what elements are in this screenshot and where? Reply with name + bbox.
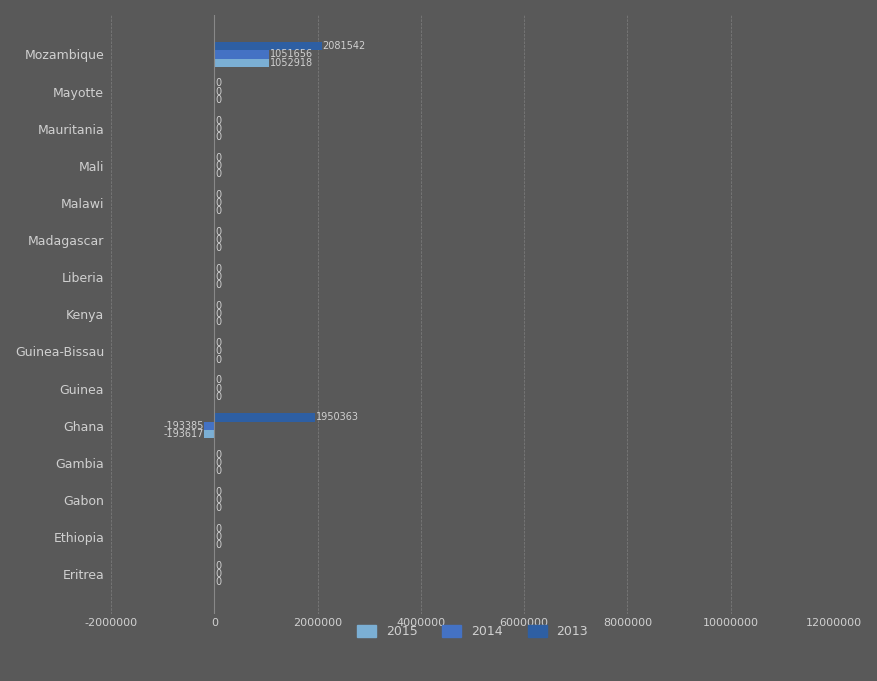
Text: 0: 0 (215, 383, 221, 394)
Text: 0: 0 (215, 338, 221, 348)
Bar (204, 430, 215, 438)
Text: 0: 0 (215, 227, 221, 237)
Text: 0: 0 (215, 161, 221, 171)
Text: 0: 0 (215, 458, 221, 468)
Text: 0: 0 (215, 264, 221, 274)
Text: 0: 0 (215, 132, 221, 142)
Bar (215, 50, 268, 59)
Text: 0: 0 (215, 355, 221, 364)
Text: 0: 0 (215, 301, 221, 311)
Text: 0: 0 (215, 375, 221, 385)
Text: 0: 0 (215, 569, 221, 579)
Bar (215, 413, 315, 422)
Bar (215, 59, 268, 67)
Text: 0: 0 (215, 392, 221, 402)
Text: 0: 0 (215, 243, 221, 253)
Text: 0: 0 (215, 347, 221, 356)
Text: 1052918: 1052918 (269, 58, 313, 67)
Bar (204, 422, 215, 430)
Text: 0: 0 (215, 86, 221, 97)
Text: 0: 0 (215, 198, 221, 208)
Text: 0: 0 (215, 540, 221, 550)
Text: 0: 0 (215, 116, 221, 125)
Text: 2081542: 2081542 (323, 42, 366, 51)
Text: -193385: -193385 (163, 421, 203, 430)
Text: 0: 0 (215, 190, 221, 200)
Bar (215, 42, 322, 50)
Text: -193617: -193617 (163, 429, 203, 439)
Text: 0: 0 (215, 317, 221, 328)
Text: 0: 0 (215, 281, 221, 290)
Text: 0: 0 (215, 466, 221, 476)
Text: 0: 0 (215, 561, 221, 571)
Text: 1051656: 1051656 (269, 50, 312, 59)
Text: 0: 0 (215, 206, 221, 216)
Text: 0: 0 (215, 95, 221, 105)
Text: 0: 0 (215, 503, 221, 513)
Text: 0: 0 (215, 153, 221, 163)
Text: 0: 0 (215, 169, 221, 179)
Text: 0: 0 (215, 495, 221, 505)
Text: 0: 0 (215, 487, 221, 496)
Text: 0: 0 (215, 577, 221, 587)
Legend: 2015, 2014, 2013: 2015, 2014, 2013 (352, 620, 593, 644)
Text: 0: 0 (215, 272, 221, 282)
Text: 0: 0 (215, 532, 221, 542)
Text: 0: 0 (215, 78, 221, 89)
Text: 0: 0 (215, 309, 221, 319)
Text: 0: 0 (215, 235, 221, 245)
Text: 0: 0 (215, 449, 221, 460)
Text: 0: 0 (215, 124, 221, 133)
Text: 1950363: 1950363 (316, 413, 359, 422)
Text: 0: 0 (215, 524, 221, 534)
